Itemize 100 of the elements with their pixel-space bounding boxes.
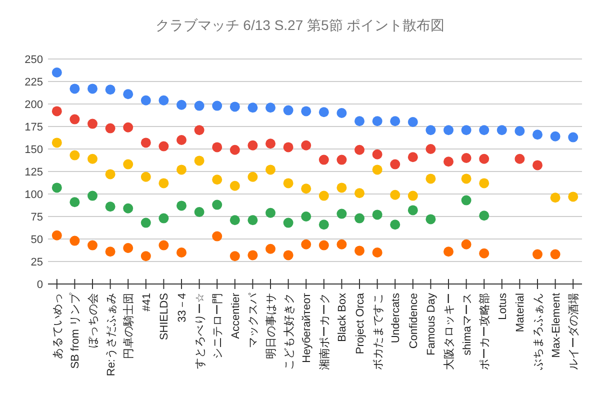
point [390, 116, 400, 126]
x-tick-label: こども大好きク [282, 293, 296, 370]
point [550, 131, 560, 142]
point [212, 142, 222, 152]
point [123, 203, 134, 214]
point [479, 248, 490, 258]
point [479, 154, 490, 164]
point [88, 84, 98, 94]
point [408, 205, 418, 216]
point [123, 159, 134, 170]
point [212, 231, 222, 242]
point [426, 144, 436, 154]
point [354, 246, 364, 256]
point [158, 95, 169, 106]
x-tick-label: すとろべりー☆ [194, 292, 206, 369]
x-tick-label: Famous Day [426, 292, 438, 356]
point [514, 154, 525, 164]
point [372, 149, 382, 160]
point [550, 249, 560, 260]
point [318, 220, 329, 230]
x-tick-label: ぼっちの会 [88, 293, 100, 348]
point [212, 100, 222, 111]
point [230, 180, 240, 191]
x-tick-label: 大阪タロッキー [442, 293, 456, 370]
point [568, 132, 578, 142]
point [105, 246, 116, 257]
point [354, 188, 364, 198]
point [123, 122, 134, 132]
point [318, 107, 329, 118]
point [140, 138, 151, 148]
point [550, 192, 560, 203]
point [532, 160, 542, 170]
y-tick-label: 0 [36, 278, 43, 291]
point [318, 240, 329, 250]
point [140, 251, 151, 262]
point [532, 130, 542, 140]
point [194, 100, 204, 111]
point [301, 239, 312, 250]
point [426, 214, 436, 224]
chart-title: クラブマッチ 6/13 S.27 第5節 ポイント散布図 [155, 17, 445, 33]
point [336, 154, 347, 165]
point [461, 195, 472, 206]
point [158, 141, 169, 152]
point [230, 102, 240, 112]
x-tick-label: あるていめっ [52, 293, 64, 359]
point [426, 125, 436, 136]
y-tick-label: 50 [30, 234, 43, 246]
point [158, 213, 169, 224]
x-tick-label: 明日の事はサ [264, 293, 278, 359]
point [70, 236, 80, 246]
point [318, 154, 329, 165]
x-tick-label: Confidence [408, 293, 420, 349]
point [105, 123, 116, 134]
point [283, 142, 294, 152]
point [70, 197, 80, 208]
x-tick-label: Accentier [230, 292, 242, 339]
point [248, 102, 258, 113]
x-tick-label: shimaマース [461, 293, 474, 356]
point [266, 164, 276, 175]
y-tick-label: 175 [24, 121, 43, 134]
point [318, 190, 329, 201]
point [408, 117, 418, 127]
point [390, 159, 400, 170]
x-tick-label: Material [514, 293, 527, 332]
point [266, 244, 276, 254]
point [88, 118, 98, 129]
point [479, 125, 490, 136]
point [105, 169, 116, 180]
y-tick-label: 25 [30, 256, 43, 268]
point [301, 212, 312, 222]
point [105, 202, 116, 212]
point [283, 250, 294, 260]
x-tick-label: ルイーダの酒場 [567, 293, 580, 370]
y-tick-label: 250 [24, 54, 43, 66]
point [283, 105, 294, 116]
y-tick-label: 150 [24, 144, 43, 156]
point [88, 240, 98, 250]
point [140, 172, 151, 182]
point [123, 243, 134, 253]
point [408, 190, 418, 201]
point [70, 150, 80, 160]
x-tick-label: SB from リンプ [68, 292, 82, 369]
point [372, 164, 382, 175]
point [105, 84, 116, 95]
point [176, 248, 186, 258]
x-tick-label: Re:うさだふぁみ [105, 293, 118, 376]
point [158, 178, 169, 188]
point [479, 178, 490, 188]
point [212, 200, 222, 210]
point [372, 210, 382, 220]
point [444, 125, 454, 136]
x-tick-label: Неубегайтеот [301, 293, 314, 363]
point [372, 248, 382, 258]
y-tick-label: 75 [30, 211, 43, 224]
x-tick-label: Lotus [496, 292, 509, 320]
point [354, 144, 364, 155]
point [140, 218, 151, 228]
point [354, 213, 364, 224]
point [479, 210, 490, 221]
point [514, 126, 525, 136]
